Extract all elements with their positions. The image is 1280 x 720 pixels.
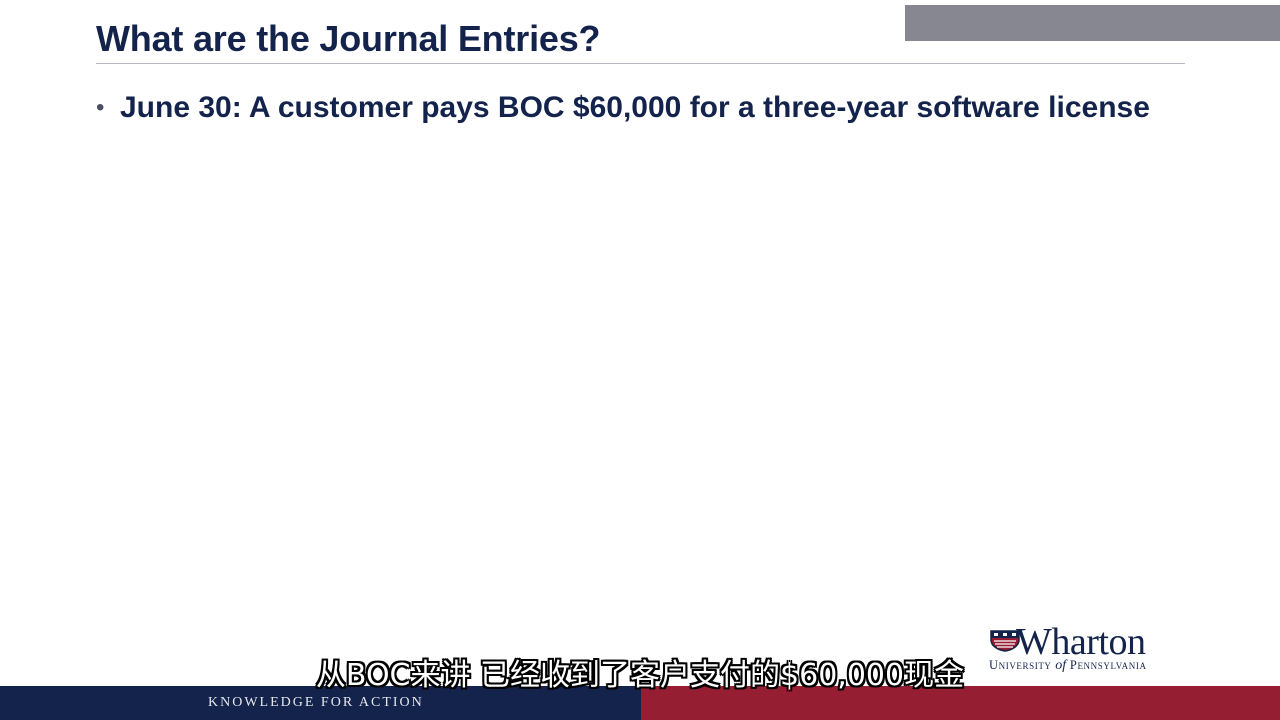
footer-navy-band: [0, 686, 641, 720]
bullet-text: June 30: A customer pays BOC $60,000 for…: [120, 91, 1150, 124]
shield-icon: [990, 630, 1020, 652]
logo-wordmark: Wharton: [1016, 621, 1146, 663]
title-divider: [96, 63, 1185, 64]
footer-red-band: [641, 686, 1280, 720]
slide-title: What are the Journal Entries?: [96, 18, 601, 59]
logo-sub-suffix: Pennsylvania: [1069, 658, 1147, 672]
logo-subline: University of Pennsylvania: [989, 658, 1147, 673]
footer-tagline: KNOWLEDGE FOR ACTION: [208, 695, 424, 710]
bullet-list: • June 30: A customer pays BOC $60,000 f…: [96, 88, 1156, 127]
logo-sub-prefix: University: [989, 658, 1052, 672]
top-gray-bar: [905, 5, 1280, 41]
bullet-item: • June 30: A customer pays BOC $60,000 f…: [96, 88, 1156, 127]
video-subtitle: 从BOC来讲 已经收到了客户支付的$60,000现金: [315, 658, 965, 693]
logo-sub-of: of: [1055, 658, 1067, 673]
bullet-dot-icon: •: [96, 94, 105, 121]
wharton-logo: Wharton University of Pennsylvania: [988, 622, 1193, 674]
